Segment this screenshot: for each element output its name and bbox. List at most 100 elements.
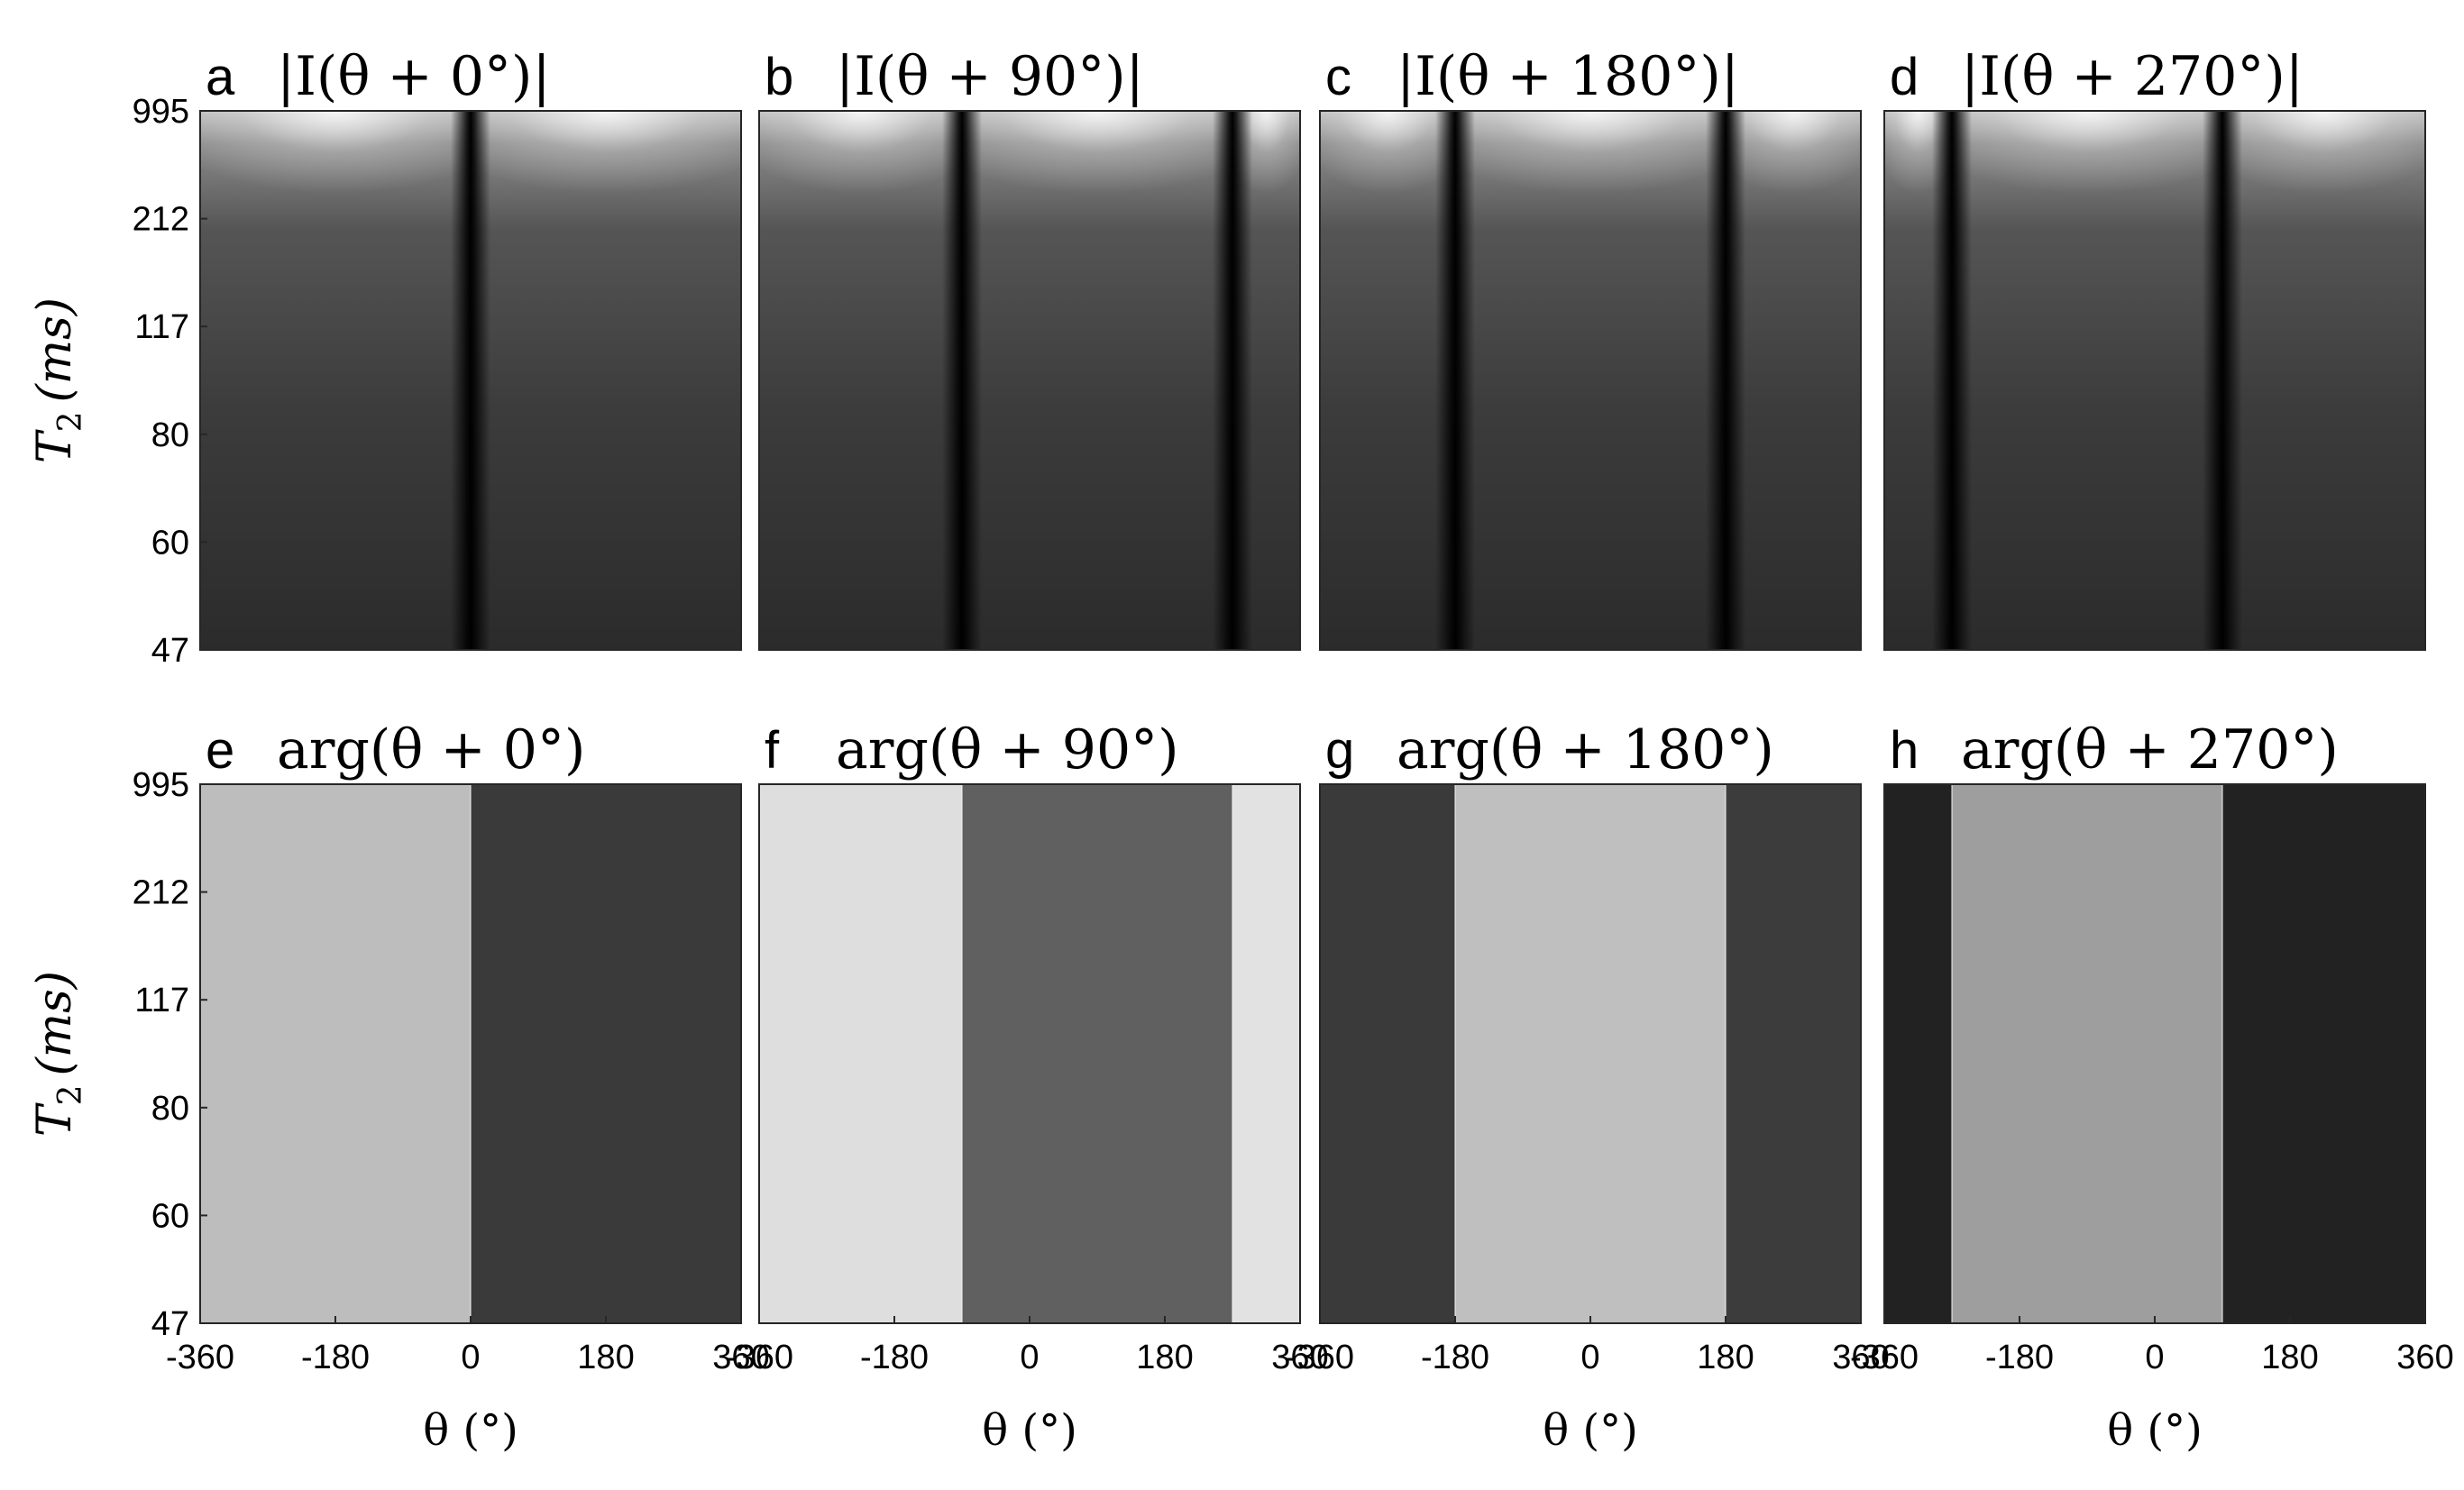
null-line bbox=[2203, 111, 2242, 650]
axes-frame bbox=[199, 110, 742, 651]
highlight-band bbox=[1320, 111, 1455, 230]
x-tick-label: -180 bbox=[301, 1339, 370, 1376]
x-tick-label: 0 bbox=[1580, 1339, 1599, 1376]
highlight-band bbox=[759, 111, 962, 230]
y-axis-label-main: T bbox=[28, 429, 82, 463]
highlight-band bbox=[1952, 111, 2222, 230]
panel-title: |I(θ + 90°)| bbox=[836, 45, 1144, 108]
x-tick-label: 180 bbox=[2261, 1339, 2318, 1376]
x-tick-label: -360 bbox=[725, 1339, 793, 1376]
phase-band bbox=[2222, 784, 2425, 1323]
y-tick-label: 47 bbox=[151, 632, 189, 670]
null-line bbox=[1213, 111, 1252, 650]
y-tick-label: 212 bbox=[133, 874, 189, 912]
panel-a: a |I(θ + 0°)| 995 212 117 80 60 47 T2 (ms) bbox=[28, 45, 742, 670]
x-tick-label: 180 bbox=[577, 1339, 634, 1376]
panel-title: |I(θ + 0°)| bbox=[277, 45, 551, 108]
y-tick-label: 117 bbox=[134, 982, 189, 1019]
panel-f: f arg(θ + 90°) -360 -180 0 180 360 θ (°) bbox=[725, 718, 1329, 1456]
phase-band bbox=[1232, 784, 1300, 1323]
phase-band bbox=[1884, 784, 1952, 1323]
x-tick-label: 360 bbox=[2396, 1339, 2453, 1376]
panel-letter: d bbox=[1890, 48, 1919, 106]
panel-letter: e bbox=[206, 721, 234, 780]
y-tick-label: 80 bbox=[151, 416, 189, 454]
x-axis-label: θ (°) bbox=[2107, 1405, 2203, 1456]
phase-band bbox=[200, 784, 471, 1323]
highlight-band bbox=[1455, 111, 1726, 230]
phase-band bbox=[759, 784, 962, 1323]
highlight-band bbox=[962, 111, 1232, 230]
null-line bbox=[1932, 111, 1972, 650]
y-axis-label-sub: 2 bbox=[52, 411, 89, 432]
y-tick-label: 80 bbox=[151, 1090, 189, 1128]
phase-band bbox=[471, 784, 741, 1323]
x-tick-label: 360 bbox=[712, 1339, 769, 1376]
y-tick-label: 60 bbox=[151, 524, 189, 562]
highlight-band bbox=[1726, 111, 1861, 230]
panel-letter: f bbox=[765, 721, 780, 780]
phase-band bbox=[1726, 784, 1861, 1323]
panel-title: |I(θ + 180°)| bbox=[1397, 45, 1739, 108]
panel-letter: c bbox=[1325, 48, 1351, 106]
panel-letter: b bbox=[765, 48, 793, 106]
phase-band bbox=[1952, 784, 2222, 1323]
x-axis-label: θ (°) bbox=[1543, 1405, 1638, 1456]
phase-band bbox=[1455, 784, 1726, 1323]
null-line bbox=[942, 111, 982, 650]
x-tick-label: -180 bbox=[1421, 1339, 1489, 1376]
y-axis-label-main: T bbox=[28, 1102, 82, 1137]
y-tick-label: 995 bbox=[133, 766, 189, 804]
null-line bbox=[1435, 111, 1475, 650]
phase-band bbox=[1320, 784, 1455, 1323]
panel-letter: g bbox=[1325, 721, 1354, 780]
x-tick-label: 360 bbox=[1271, 1339, 1328, 1376]
y-tick-label: 117 bbox=[134, 308, 189, 346]
x-axis-label: θ (°) bbox=[423, 1405, 518, 1456]
panel-title: |I(θ + 270°)| bbox=[1961, 45, 2304, 108]
x-tick-label: 0 bbox=[1020, 1339, 1039, 1376]
x-tick-label: -180 bbox=[1985, 1339, 2054, 1376]
highlight-band bbox=[2222, 111, 2425, 230]
panel-g: g arg(θ + 180°) -360 -180 0 180 360 θ (°) bbox=[1286, 718, 1890, 1456]
panel-title: arg(θ + 90°) bbox=[836, 718, 1179, 782]
y-axis-label-unit: (ms) bbox=[28, 297, 82, 403]
y-axis-label-sub: 2 bbox=[52, 1084, 89, 1105]
null-line bbox=[451, 111, 490, 650]
panel-e: e arg(θ + 0°) -360 -180 0 180 360 θ (°) 995 212 11… bbox=[28, 718, 770, 1456]
x-tick-label: 180 bbox=[1697, 1339, 1754, 1376]
x-tick-label: -360 bbox=[166, 1339, 234, 1376]
y-axis-label: T2 (ms) bbox=[28, 297, 89, 463]
y-tick-label: 995 bbox=[133, 93, 189, 131]
x-tick-label: 0 bbox=[2145, 1339, 2164, 1376]
panel-letter: a bbox=[206, 48, 235, 106]
panel-h: h arg(θ + 270°) -360 -180 0 180 360 θ (°) bbox=[1850, 718, 2454, 1456]
x-axis-label: θ (°) bbox=[982, 1405, 1077, 1456]
x-tick-label: -360 bbox=[1286, 1339, 1354, 1376]
phase-band bbox=[962, 784, 1232, 1323]
x-tick-label: -180 bbox=[860, 1339, 929, 1376]
panel-c: c |I(θ + 180°)| bbox=[1319, 45, 1862, 651]
x-tick-label: 0 bbox=[461, 1339, 480, 1376]
highlight-band bbox=[471, 111, 741, 230]
panel-letter: h bbox=[1890, 721, 1919, 780]
x-tick-label: -360 bbox=[1850, 1339, 1919, 1376]
panel-b: b |I(θ + 90°)| bbox=[758, 45, 1301, 651]
panel-title: arg(θ + 0°) bbox=[277, 718, 585, 782]
null-line bbox=[1706, 111, 1745, 650]
axes-frame bbox=[758, 110, 1301, 651]
highlight-band bbox=[200, 111, 471, 230]
axes-frame bbox=[1883, 110, 2426, 651]
x-tick-label: 180 bbox=[1136, 1339, 1193, 1376]
panel-title: arg(θ + 180°) bbox=[1397, 718, 1774, 782]
y-axis-label-unit: (ms) bbox=[28, 971, 82, 1076]
y-tick-label: 47 bbox=[151, 1305, 189, 1343]
y-tick-label: 212 bbox=[133, 201, 189, 239]
panel-d: d |I(θ + 270°)| bbox=[1883, 45, 2426, 651]
x-tick-label: 360 bbox=[1832, 1339, 1889, 1376]
y-tick-label: 60 bbox=[151, 1197, 189, 1235]
y-axis-label: T2 (ms) bbox=[28, 971, 89, 1137]
panel-title: arg(θ + 270°) bbox=[1961, 718, 2339, 782]
